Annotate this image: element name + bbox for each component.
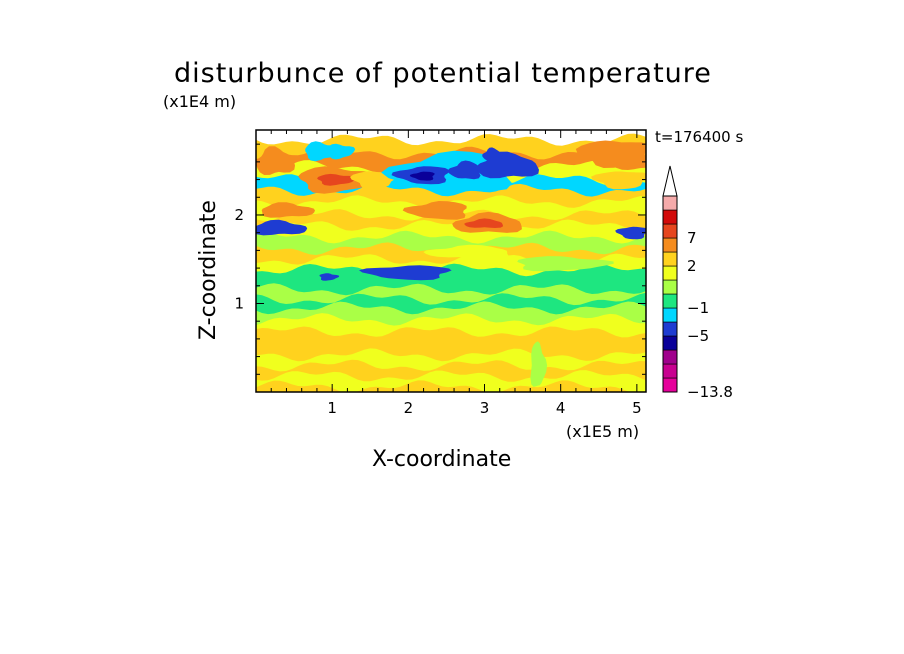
- colorbar-swatch: [662, 223, 678, 239]
- x-tick-label: 5: [632, 399, 642, 417]
- colorbar-swatch: [662, 265, 678, 281]
- heatmap-blob: [482, 147, 502, 161]
- colorbar-label: 2: [687, 257, 697, 275]
- x-tick-label: 2: [404, 399, 414, 417]
- colorbar-swatch: [662, 293, 678, 309]
- colorbar-swatch: [662, 279, 678, 295]
- heatmap-blob: [256, 146, 295, 175]
- y-axis-unit: (x1E4 m): [163, 92, 237, 111]
- x-axis-unit: (x1E5 m): [566, 422, 640, 441]
- heatmap-blob: [615, 226, 646, 240]
- heatmap-blob: [261, 202, 315, 218]
- x-axis-label: X-coordinate: [372, 447, 512, 472]
- heatmap-blob: [409, 171, 435, 181]
- heatmap-blob: [326, 143, 356, 160]
- colorbar-label: −5: [687, 327, 709, 345]
- colorbar-swatch: [662, 321, 678, 337]
- heatmap-blob: [530, 341, 548, 387]
- colorbar-swatch: [662, 251, 678, 267]
- chart-title: disturbunce of potential temperature: [174, 58, 712, 89]
- colorbar-frame: [662, 195, 678, 393]
- heatmap-blob: [359, 265, 452, 281]
- plot-frame: [255, 129, 647, 393]
- time-label: t=176400 s: [655, 128, 744, 146]
- colorbar-swatch: [662, 335, 678, 351]
- colorbar-label: −1: [687, 299, 709, 317]
- colorbar-swatch: [662, 349, 678, 365]
- y-tick-label: 1: [234, 294, 244, 312]
- heatmap-blob: [256, 219, 308, 236]
- colorbar-swatch: [662, 307, 678, 323]
- heatmap-blob: [464, 218, 504, 228]
- heatmap-field: [256, 133, 646, 392]
- heatmap-blob: [317, 173, 358, 186]
- heatmap-blob: [402, 201, 467, 220]
- x-tick-label: 1: [327, 399, 337, 417]
- colorbar-label: 7: [687, 229, 697, 247]
- colorbar-swatch: [662, 363, 678, 379]
- colorbar-label: −13.8: [687, 383, 733, 401]
- heatmap-blob: [591, 171, 646, 190]
- colorbar-swatch: [662, 377, 678, 393]
- heatmap-blob: [517, 256, 614, 272]
- y-tick-label: 2: [234, 206, 244, 224]
- colorbar-extend-arrow: [662, 165, 678, 197]
- heatmap-blob: [423, 244, 509, 259]
- colorbar-swatch: [662, 195, 678, 211]
- colorbar-swatch: [662, 237, 678, 253]
- x-tick-label: 3: [480, 399, 490, 417]
- heatmap-blob: [447, 160, 481, 180]
- colorbar-swatch: [662, 209, 678, 225]
- x-tick-label: 4: [556, 399, 566, 417]
- heatmap-band: [256, 380, 646, 392]
- heatmap-blob: [319, 273, 340, 281]
- heatmap-blob: [575, 140, 646, 168]
